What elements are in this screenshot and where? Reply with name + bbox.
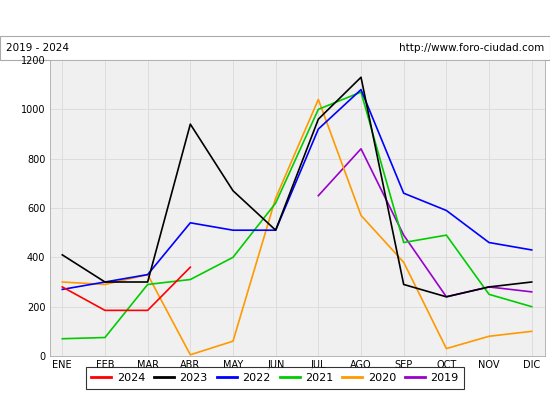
Text: http://www.foro-ciudad.com: http://www.foro-ciudad.com (399, 43, 544, 53)
Legend: 2024, 2023, 2022, 2021, 2020, 2019: 2024, 2023, 2022, 2021, 2020, 2019 (86, 368, 464, 388)
Text: 2019 - 2024: 2019 - 2024 (6, 43, 69, 53)
Text: Evolucion Nº Turistas Nacionales en el municipio de Vega de Pas: Evolucion Nº Turistas Nacionales en el m… (33, 12, 517, 24)
